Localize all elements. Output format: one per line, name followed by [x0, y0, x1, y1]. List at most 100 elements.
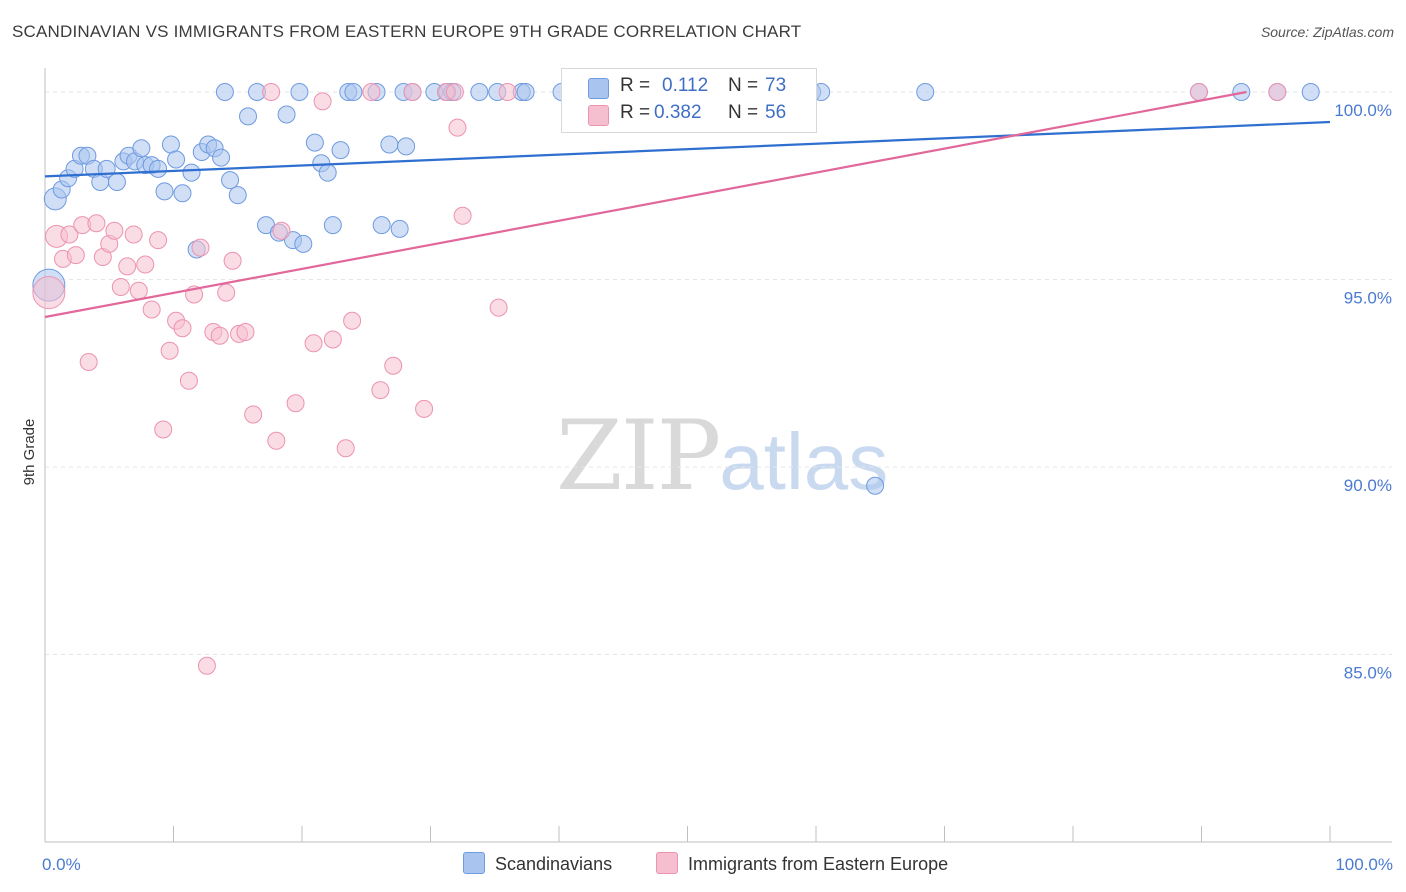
immigrant-point [336, 439, 355, 458]
immigrant-point [362, 83, 381, 101]
immigrant-point [105, 221, 124, 240]
legend-n-label: N = [728, 75, 759, 96]
source-label: Source: ZipAtlas.com [1260, 24, 1394, 40]
scandinavians-legend-swatch [463, 852, 485, 874]
chart-title: SCANDINAVIAN VS IMMIGRANTS FROM EASTERN … [12, 22, 802, 41]
scandinavians-swatch [588, 78, 609, 99]
immigrant-point [197, 656, 216, 675]
immigrant-point [267, 431, 286, 450]
immigrants-trend-line [44, 90, 1247, 319]
immigrant-point [304, 334, 323, 353]
legend-row-immigrants: R = 0.382 N = 56 [562, 102, 816, 128]
watermark-zip: ZIP [556, 400, 721, 512]
y-tick-label: 85.0% [1344, 664, 1392, 683]
scandinavian-point [866, 476, 885, 495]
scandinavian-point [1301, 83, 1320, 101]
immigrants-swatch [588, 105, 609, 126]
scandinavian-point [277, 105, 296, 124]
watermark: ZIPatlas [556, 400, 888, 512]
scandinavian-point [221, 171, 240, 190]
scandinavian-point [305, 133, 324, 152]
immigrant-point [173, 319, 192, 338]
immigrant-point [191, 238, 210, 257]
legend-row-scandinavians: R = 0.112 N = 73 [562, 75, 816, 101]
immigrant-point [286, 394, 305, 413]
scandinavian-point [397, 137, 416, 156]
scandinavian-point [470, 83, 489, 101]
scandinavian-point [290, 83, 309, 101]
scandinavian-point [294, 234, 313, 253]
immigrant-point [32, 276, 66, 310]
label-layer: 85.0% 90.0% 95.0% 100.0% 0.0% 100.0% 9th Grade [21, 101, 1393, 874]
immigrants-legend-swatch [656, 852, 678, 874]
immigrant-point [60, 225, 79, 244]
y-tick-label: 90.0% [1344, 476, 1392, 495]
scandinavians-trend-line [44, 120, 1331, 178]
immigrant-point [179, 371, 198, 390]
immigrant-point [142, 300, 161, 319]
immigrant-point [371, 381, 390, 400]
scandinavian-point [516, 83, 535, 101]
y-tick-label: 95.0% [1344, 289, 1392, 308]
y-axis-title: 9th Grade [21, 419, 38, 486]
scandinavian-point [916, 83, 935, 101]
y-tick-label: 100.0% [1334, 101, 1392, 120]
legend-item-scandinavians[interactable]: Scandinavians [463, 852, 612, 875]
stats-legend: R = 0.112 N = 73 R = 0.382 N = 56 [561, 68, 817, 133]
immigrant-point [160, 341, 179, 360]
x-tick-label: 0.0% [42, 855, 81, 874]
legend-item-immigrants[interactable]: Immigrants from Eastern Europe [656, 852, 948, 875]
scandinavian-point [173, 184, 192, 203]
immigrant-point [403, 83, 422, 101]
scandinavian-point [239, 107, 258, 126]
immigrant-point [1268, 83, 1287, 101]
legend-label: Immigrants from Eastern Europe [688, 854, 949, 874]
immigrant-point [415, 399, 434, 418]
immigrant-point [498, 83, 517, 101]
immigrant-point [79, 353, 98, 371]
scandinavian-point [161, 135, 180, 154]
x-tick-label: 100.0% [1335, 855, 1393, 874]
immigrant-point [489, 298, 508, 317]
scandinavian-point [107, 173, 126, 191]
immigrant-point [244, 405, 263, 424]
scandinavian-point [331, 141, 350, 160]
scandinavian-point [228, 186, 247, 205]
legend-n-value: 73 [765, 75, 787, 96]
immigrant-point [445, 83, 464, 101]
immigrant-point [111, 278, 130, 296]
scandinavian-point [182, 163, 201, 182]
legend-n-value: 56 [765, 102, 787, 123]
immigrant-point [262, 83, 281, 101]
grid-layer [45, 91, 1392, 655]
immigrant-point [323, 330, 342, 349]
immigrant-point [217, 283, 236, 302]
immigrant-point [1189, 83, 1208, 101]
legend-r-value: 0.382 [654, 102, 702, 123]
legend-r-label: R = [620, 102, 651, 123]
immigrant-point [343, 311, 362, 330]
scandinavian-point [167, 150, 186, 169]
legend-r-label: R = [620, 75, 651, 96]
scandinavian-point [390, 219, 409, 238]
immigrant-point [118, 257, 137, 276]
legend-n-label: N = [728, 102, 759, 123]
scandinavian-point [323, 216, 342, 235]
watermark-atlas: atlas [719, 417, 889, 506]
immigrant-point [154, 420, 173, 439]
scandinavian-point [318, 163, 337, 182]
immigrant-point [87, 214, 106, 233]
scandinavian-point [149, 159, 168, 178]
scandinavian-point [212, 148, 231, 167]
immigrant-point [210, 326, 229, 345]
immigrant-point [272, 221, 291, 240]
immigrant-point [129, 281, 148, 300]
trend-layer [44, 90, 1331, 319]
immigrant-point [66, 246, 85, 265]
scandinavian-point [372, 216, 391, 235]
immigrant-point [136, 255, 155, 274]
scandinavian-point [155, 182, 174, 201]
immigrant-point [448, 118, 467, 137]
immigrant-point [236, 323, 255, 341]
